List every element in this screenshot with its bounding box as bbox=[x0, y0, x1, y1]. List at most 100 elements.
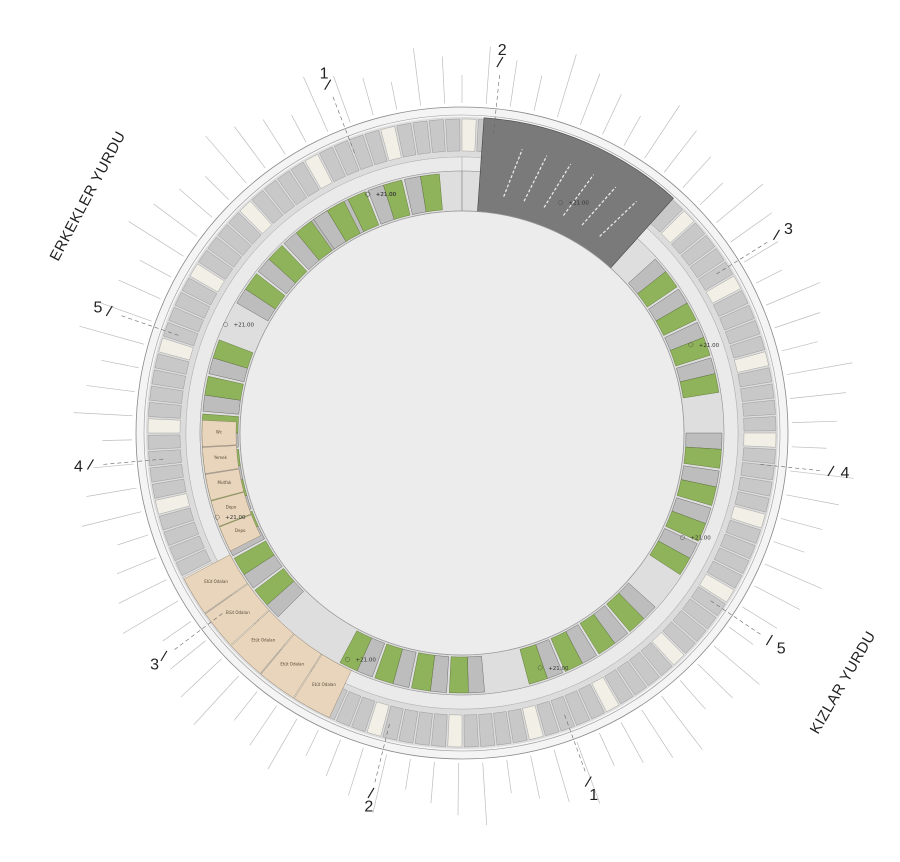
outer-room bbox=[463, 714, 479, 748]
outer-room bbox=[725, 320, 761, 345]
section-tick bbox=[765, 634, 773, 646]
green-terrace bbox=[606, 592, 645, 632]
outer-room bbox=[713, 547, 750, 574]
outer-room bbox=[414, 711, 433, 746]
elevation-tag: +21.00 bbox=[568, 201, 589, 207]
site-ray bbox=[333, 75, 351, 123]
site-ray bbox=[86, 487, 137, 497]
site-ray bbox=[679, 680, 706, 710]
outer-room bbox=[507, 708, 528, 743]
green-terrace bbox=[339, 630, 372, 672]
green-terrace bbox=[347, 191, 380, 232]
outer-room bbox=[522, 705, 544, 740]
outer-room bbox=[564, 690, 590, 726]
outer-room bbox=[691, 586, 726, 616]
outer-room bbox=[478, 713, 495, 747]
section-marker-label: 5 bbox=[94, 300, 103, 317]
site-ray bbox=[644, 105, 680, 159]
green-terrace bbox=[212, 339, 254, 369]
site-ray bbox=[205, 176, 229, 200]
site-ray bbox=[305, 729, 319, 757]
outer-room bbox=[380, 126, 402, 161]
site-ray bbox=[682, 156, 712, 188]
site-ray bbox=[193, 675, 239, 725]
service-room bbox=[201, 420, 237, 447]
section-marker-label: 4 bbox=[840, 465, 849, 482]
green-terrace bbox=[670, 337, 711, 367]
outer-room bbox=[168, 307, 204, 333]
site-ray bbox=[716, 183, 764, 223]
outer-ring-line bbox=[143, 114, 781, 752]
seating-row bbox=[581, 186, 617, 226]
site-ray bbox=[579, 73, 601, 126]
section-tick bbox=[86, 459, 94, 470]
section-line bbox=[493, 74, 500, 135]
section-tick bbox=[367, 787, 375, 799]
elevation-tag: +21.00 bbox=[699, 343, 720, 349]
service-room bbox=[205, 468, 244, 501]
outer-room bbox=[198, 250, 233, 280]
outer-room bbox=[730, 505, 766, 529]
section-line bbox=[710, 600, 761, 635]
study-room-label: Etüt Odaları bbox=[204, 579, 228, 584]
outer-room bbox=[737, 367, 772, 388]
seating-row bbox=[599, 200, 637, 237]
outer-room bbox=[725, 519, 761, 544]
site-ray bbox=[93, 463, 134, 469]
section-line bbox=[103, 458, 164, 465]
section-tick bbox=[827, 465, 835, 477]
outer-room bbox=[682, 598, 717, 630]
site-ray bbox=[663, 130, 697, 173]
site-ray bbox=[755, 269, 783, 284]
dorm-unit bbox=[467, 655, 485, 694]
elevation-tags: +21.00 +21.00 +21.00 +21.00 +21.00 +21.00 +21.… bbox=[214, 191, 720, 672]
green-terrace bbox=[420, 173, 443, 213]
outer-room bbox=[706, 275, 741, 304]
site-ray bbox=[102, 439, 133, 441]
site-ray bbox=[766, 282, 821, 306]
outer-room bbox=[189, 263, 225, 293]
outer-room bbox=[228, 212, 262, 245]
outer-room bbox=[412, 120, 431, 155]
outer-room bbox=[461, 118, 477, 152]
section-marker-label: 2 bbox=[498, 42, 507, 59]
study-room-label: Etüt Odaları bbox=[280, 662, 304, 667]
site-ray bbox=[457, 762, 459, 816]
outer-room bbox=[661, 210, 695, 244]
section-tick bbox=[324, 79, 332, 91]
site-ray bbox=[790, 392, 846, 399]
site-ray bbox=[122, 600, 179, 634]
outer-room bbox=[578, 684, 605, 720]
site-ray bbox=[557, 54, 577, 118]
green-terrace bbox=[268, 245, 308, 284]
green-terrace bbox=[411, 652, 435, 692]
site-ray bbox=[153, 203, 198, 237]
site-ray bbox=[780, 518, 823, 530]
site-ray bbox=[413, 48, 421, 106]
outer-room bbox=[672, 610, 707, 642]
site-ray bbox=[98, 301, 152, 322]
site-ray bbox=[118, 579, 167, 604]
outer-room bbox=[493, 711, 512, 746]
outer-room bbox=[629, 651, 660, 686]
seating-row bbox=[562, 174, 595, 216]
green-terrace bbox=[327, 201, 361, 242]
boys-dorm-label: ERKEKLER YURDU bbox=[47, 129, 130, 264]
site-ray bbox=[576, 742, 601, 804]
site-ray bbox=[764, 563, 822, 589]
elevation-tag: +21.00 bbox=[376, 192, 397, 198]
outer-room bbox=[154, 353, 190, 375]
site-ray bbox=[180, 658, 222, 698]
green-terrace bbox=[254, 568, 295, 606]
outer-room bbox=[738, 476, 773, 497]
site-ray bbox=[101, 359, 139, 369]
site-ray bbox=[744, 241, 779, 263]
outer-room bbox=[148, 449, 182, 466]
study-room bbox=[205, 583, 270, 646]
green-terrace bbox=[649, 540, 691, 575]
section-marker-label: 2 bbox=[364, 799, 373, 816]
outer-room bbox=[147, 434, 181, 450]
outer-room bbox=[239, 200, 273, 234]
green-terrace bbox=[550, 631, 583, 672]
study-room bbox=[260, 634, 322, 699]
